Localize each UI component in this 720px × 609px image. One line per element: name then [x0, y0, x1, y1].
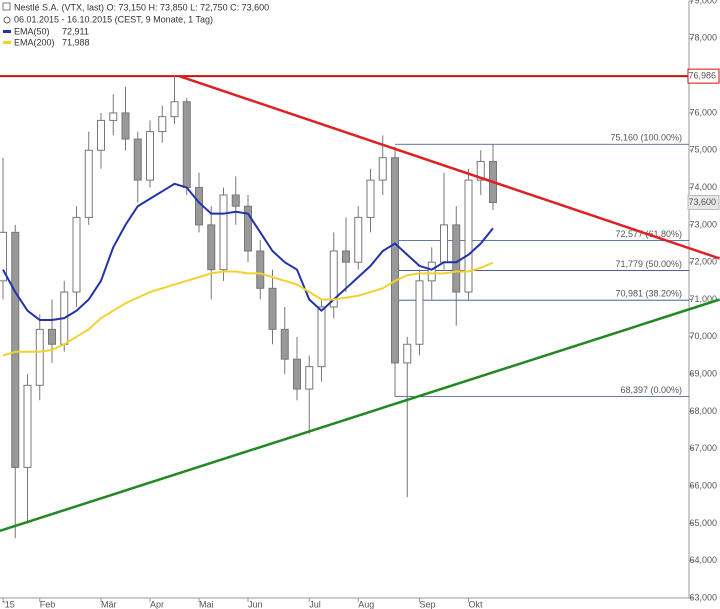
price-tag-label: 76,986	[688, 71, 716, 81]
candle-body	[72, 216, 81, 293]
header: Nestlé S.A. (VTX, last) O: 73,150 H: 73,…	[2, 2, 269, 47]
candle-body	[403, 343, 412, 364]
legend-value: 72,911	[62, 26, 89, 36]
candle-body	[391, 157, 399, 364]
candle-body	[97, 119, 105, 151]
x-tick-label: Feb	[40, 599, 56, 609]
clock-icon	[3, 16, 11, 24]
candle-body	[293, 358, 301, 390]
candle-body	[342, 250, 350, 263]
candle-body	[84, 149, 93, 218]
y-tick-label: 72,000	[689, 257, 717, 267]
trend-line	[0, 298, 720, 533]
legend-swatch	[3, 41, 11, 44]
candle-body	[121, 112, 130, 140]
candle-body	[35, 328, 44, 386]
legend-label: EMA(200)	[14, 37, 55, 47]
y-tick-label: 63,000	[689, 592, 717, 602]
chart-title: Nestlé S.A. (VTX, last) O: 73,150 H: 73,…	[14, 2, 269, 12]
candle-body	[452, 224, 461, 293]
legend-value: 71,988	[62, 37, 90, 47]
x-tick-label: Jul	[309, 599, 321, 609]
candle-body	[440, 224, 448, 263]
x-tick-label: Sep	[420, 599, 436, 609]
y-tick-label: 65,000	[689, 518, 717, 528]
candle-body	[109, 112, 118, 121]
fib-label: 70,981 (38.20%)	[615, 289, 682, 299]
candle-body	[476, 160, 485, 181]
x-tick-label: Jun	[248, 599, 263, 609]
candle-body	[244, 205, 252, 252]
candle-body	[415, 280, 424, 345]
candle-body	[354, 216, 363, 263]
x-tick-label: Mär	[101, 599, 117, 609]
fib-label: 75,160 (100.00%)	[610, 133, 682, 143]
y-tick-label: 64,000	[689, 555, 717, 565]
candle-body	[268, 287, 277, 330]
y-tick-label: 75,000	[689, 145, 717, 155]
x-tick-label: Okt	[469, 599, 484, 609]
y-tick-label: 76,000	[689, 107, 717, 117]
y-tick-label: 67,000	[689, 443, 717, 453]
ema-line	[2, 261, 494, 357]
ema-line	[2, 182, 494, 322]
trend-line	[179, 74, 720, 260]
chart-subtitle: 06.01.2015 - 16.10.2015 (CEST, 9 Monate,…	[14, 14, 213, 24]
candle-body	[48, 328, 56, 345]
legend-swatch	[3, 30, 11, 33]
candle-body	[464, 179, 473, 293]
candle-body	[133, 138, 142, 181]
x-tick-label: '15	[3, 599, 15, 609]
header-icon	[2, 2, 11, 11]
candle-body	[195, 187, 203, 226]
candle-body	[219, 194, 228, 271]
candle-body	[329, 250, 338, 308]
y-tick-label: 74,000	[689, 182, 717, 192]
y-tick-label: 71,000	[689, 294, 717, 304]
candle-body	[170, 101, 179, 118]
x-tick-label: Apr	[150, 599, 164, 609]
candle-body	[427, 261, 436, 282]
y-tick-label: 73,000	[689, 219, 717, 229]
y-tick-label: 69,000	[689, 369, 717, 379]
price-tag	[687, 194, 720, 210]
candle-body	[11, 231, 20, 468]
legend-label: EMA(50)	[14, 26, 50, 36]
candle-body	[231, 194, 240, 207]
candle-body	[366, 179, 375, 218]
candle-body	[256, 250, 265, 289]
price-tag-label: 73,600	[688, 197, 716, 207]
candle-body	[182, 101, 191, 189]
candle-body	[0, 231, 7, 282]
y-tick-label: 68,000	[689, 406, 717, 416]
fib-label: 68,397 (0.00%)	[620, 385, 682, 395]
candle-body	[280, 328, 289, 360]
y-tick-label: 79,000	[689, 0, 717, 5]
y-tick-label: 70,000	[689, 331, 717, 341]
price-tag	[687, 68, 720, 84]
x-tick-label: Aug	[358, 599, 374, 609]
y-tick-label: 66,000	[689, 480, 717, 490]
candle-body	[317, 306, 326, 368]
candle-body	[23, 384, 32, 468]
candle-body	[207, 224, 216, 271]
candle-body	[378, 157, 387, 181]
y-tick-label: 78,000	[689, 33, 717, 43]
fib-label: 71,779 (50.00%)	[615, 259, 682, 269]
x-tick-label: Mai	[199, 599, 214, 609]
candle-body	[305, 366, 314, 390]
candle-body	[158, 116, 167, 133]
candle-body	[146, 131, 154, 181]
